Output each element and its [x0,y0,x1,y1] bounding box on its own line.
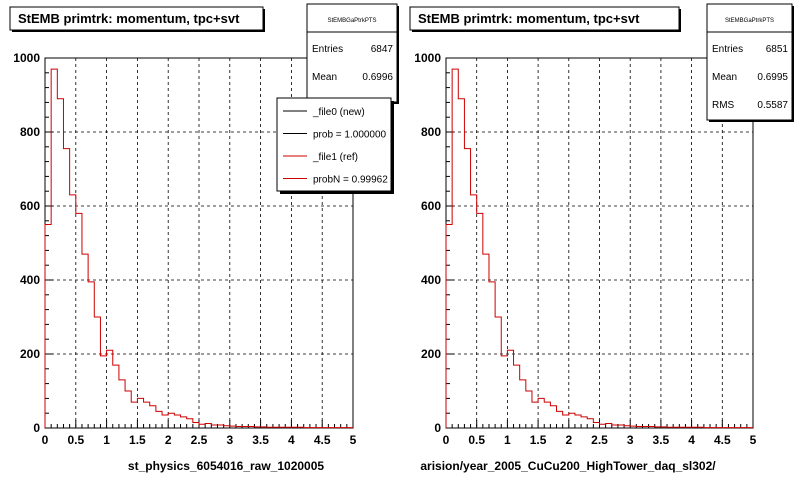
x-tick-label: 1 [103,433,110,447]
stats-value: 0.6996 [362,72,393,83]
x-tick-label: 3 [226,433,233,447]
x-tick-label: 5 [750,433,757,447]
x-tick-label: 4.5 [314,433,331,447]
y-tick-label: 400 [20,273,40,287]
legend-label: prob = 1.000000 [313,130,387,141]
x-tick-label: 0.5 [468,433,485,447]
stats-value: 0.6995 [757,72,788,83]
stats-label: Mean [712,72,737,83]
x-tick-label: 3.5 [653,433,670,447]
title-box [409,6,680,31]
x-axis-label: arision/year_2005_CuCu200_HighTower_daq_… [420,459,716,473]
stats-box [306,3,398,103]
x-tick-label: 4 [688,433,695,447]
x-tick-label: 5 [350,433,357,447]
histogram-panel-2: 0 0.5 1 1.5 2 2.5 3 3.5 4 4.5 5 0 200 400 600 800 1000 ar… [409,3,794,473]
x-tick-label: 3.5 [252,433,269,447]
stats-value: 6847 [371,44,394,55]
x-tick-label: 0 [443,433,450,447]
y-tick-label: 1000 [414,51,441,65]
stats-name: StEMBGaPtrkPTS [725,18,774,24]
stats-label: Mean [312,72,337,83]
x-tick-label: 2.5 [591,433,608,447]
legend-label: probN = 0.99962 [313,175,388,186]
y-tick-label: 200 [20,347,40,361]
y-tick-label: 200 [421,347,441,361]
histogram-series-1 [445,68,753,429]
stats-label: RMS [712,100,735,111]
y-tick-label: 800 [421,125,441,139]
y-tick-label: 1000 [13,51,40,65]
chart-title: StEMB primtrk: momentum, tpc+svt [418,11,640,26]
stats-value: 6851 [766,44,789,55]
y-tick-label: 600 [421,199,441,213]
histogram-panel-1: 0 0.5 1 1.5 2 2.5 3 3.5 4 4.5 5 0 200 400 600 800 1000 st… [9,3,399,473]
y-tick-label: 0 [33,421,40,435]
y-tick-label: 800 [20,125,40,139]
y-tick-label: 0 [434,421,441,435]
x-tick-label: 2 [565,433,572,447]
x-axis-label: st_physics_6054016_raw_1020005 [128,459,324,473]
x-tick-label: 0.5 [67,433,84,447]
legend-box [276,97,392,192]
stats-label: Entries [712,44,743,55]
legend-label: _file0 (new) [312,107,365,118]
x-tick-label: 0 [42,433,49,447]
y-tick-label: 600 [20,199,40,213]
title-box [9,6,264,31]
x-tick-label: 3 [627,433,634,447]
x-tick-label: 1.5 [530,433,547,447]
x-tick-label: 4.5 [714,433,731,447]
x-tick-label: 1 [504,433,511,447]
stats-box [706,3,793,121]
x-tick-label: 2.5 [191,433,208,447]
histogram-series-1 [44,68,353,429]
legend-label: _file1 (ref) [312,152,358,163]
chart-title: StEMB primtrk: momentum, tpc+svt [18,11,240,26]
stats-name: StEMBGaPtrkPTS [327,18,376,24]
y-tick-label: 400 [421,273,441,287]
x-tick-label: 4 [288,433,295,447]
stats-value: 0.5587 [757,100,788,111]
stats-label: Entries [312,44,343,55]
x-tick-label: 1.5 [129,433,146,447]
x-tick-label: 2 [165,433,172,447]
